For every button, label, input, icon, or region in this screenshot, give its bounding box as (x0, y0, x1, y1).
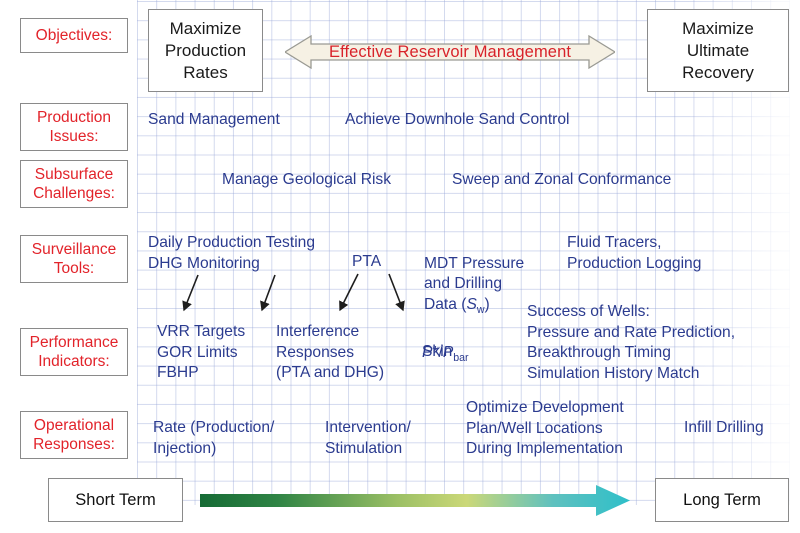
performance-indicator-item: Skin (422, 343, 453, 360)
row-label-subsurface-challenges: Subsurface Challenges: (20, 160, 128, 208)
timeline-short-term-box: Short Term (48, 478, 183, 522)
row-label-operational-responses: Operational Responses: (20, 411, 128, 459)
production-issue-item: Achieve Downhole Sand Control (345, 111, 570, 128)
subsurface-challenge-item: Manage Geological Risk (222, 171, 392, 188)
banner-label: Effective Reservoir Management (328, 42, 572, 61)
performance-indicator-item: Interference Responses (PTA and DHG) (276, 323, 385, 381)
performance-indicator-item: Success of Wells: Pressure and Rate Pred… (527, 303, 736, 382)
right-arrow-gradient-icon (200, 485, 630, 516)
connector-arrow-4 (388, 273, 405, 312)
water-saturation-subscript: w (476, 303, 485, 316)
production-issue-item: Sand Management (148, 111, 280, 128)
objective-box-maximize-production-rates: Maximize Production Rates (148, 9, 263, 92)
row-label-production-issues: Production Issues: (20, 103, 128, 151)
operational-response-item: Intervention/ Stimulation (325, 419, 411, 457)
connector-arrow-1 (182, 274, 199, 312)
water-saturation-close: ) (484, 295, 490, 313)
operational-response-item: Optimize Development Plan/Well Locations… (466, 399, 624, 457)
subsurface-challenge-item: Sweep and Zonal Conformance (452, 171, 672, 188)
row-label-surveillance-tools: Surveillance Tools: (20, 235, 128, 283)
row-label-objectives: Objectives: (20, 18, 128, 53)
pbar-subscript: bar (453, 351, 469, 364)
timeline-gradient-arrow (200, 484, 630, 517)
effective-reservoir-management-banner: Effective Reservoir Management (283, 33, 617, 71)
water-saturation-symbol: S (466, 295, 477, 313)
connector-arrow-3 (339, 273, 359, 312)
performance-indicator-item: VRR Targets GOR Limits FBHP (157, 323, 246, 381)
surveillance-tool-item: Daily Production Testing DHG Monitoring (148, 234, 316, 272)
objective-left-text: Maximize Production Rates (164, 18, 247, 82)
surveillance-tool-item: PTA (352, 253, 382, 270)
timeline-long-term-box: Long Term (655, 478, 789, 522)
row-label-performance-indicators: Performance Indicators: (20, 328, 128, 376)
connector-arrow-2 (260, 274, 276, 312)
surveillance-tool-item: MDT Pressure and Drilling Data (Sw) (424, 233, 524, 320)
operational-response-item: Infill Drilling (684, 419, 764, 436)
operational-response-item: Rate (Production/ Injection) (153, 419, 275, 457)
objective-right-text: Maximize Ultimate Recovery (682, 18, 754, 82)
surveillance-tool-item: Fluid Tracers, Production Logging (567, 234, 702, 272)
objective-box-maximize-ultimate-recovery: Maximize Ultimate Recovery (647, 9, 789, 92)
